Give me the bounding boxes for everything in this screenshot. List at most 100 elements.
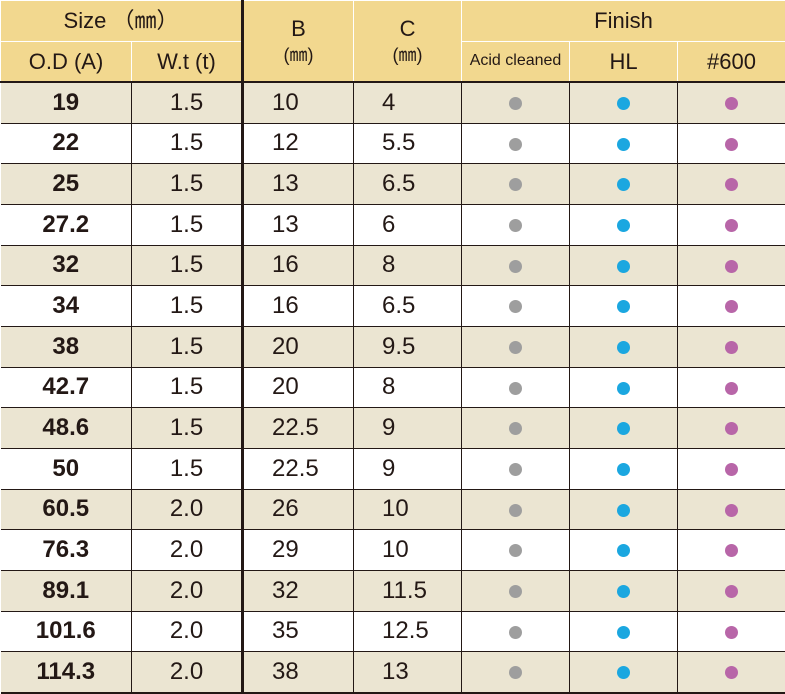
b-cell: 20 xyxy=(242,326,355,368)
wt-cell: 2.0 xyxy=(131,611,245,653)
no600-finish-cell xyxy=(677,82,785,124)
table-row: 19 1.5 10 4 xyxy=(0,82,785,124)
c-cell: 13 xyxy=(353,651,463,694)
b-header: B (㎜) xyxy=(242,0,355,83)
od-cell: 22 xyxy=(0,123,132,165)
od-cell: 50 xyxy=(0,448,132,490)
od-header: O.D (A) xyxy=(0,41,132,83)
acid-finish-cell xyxy=(461,163,571,205)
hl-available-dot-icon xyxy=(617,584,631,598)
no600-finish-cell xyxy=(677,407,785,449)
table-row: 60.5 2.0 26 10 xyxy=(0,489,785,531)
table-row: 27.2 1.5 13 6 xyxy=(0,204,785,246)
no600-available-dot-icon xyxy=(725,584,739,598)
hl-available-dot-icon xyxy=(617,178,631,192)
acid-available-dot-icon xyxy=(509,96,523,110)
hl-available-dot-icon xyxy=(617,666,631,680)
hl-available-dot-icon xyxy=(617,218,631,232)
table-row: 38 1.5 20 9.5 xyxy=(0,326,785,368)
acid-available-dot-icon xyxy=(509,259,523,273)
c-cell: 5.5 xyxy=(353,123,463,165)
od-cell: 76.3 xyxy=(0,529,132,571)
hl-available-dot-icon xyxy=(617,137,631,151)
table-header: Size （㎜） B (㎜) C (㎜) Finish O.D (A) W.t … xyxy=(0,0,785,83)
acid-available-dot-icon xyxy=(509,381,523,395)
no600-finish-cell xyxy=(677,529,785,571)
hl-finish-cell xyxy=(569,285,679,327)
table-row: 101.6 2.0 35 12.5 xyxy=(0,611,785,653)
no600-available-dot-icon xyxy=(725,381,739,395)
b-header-unit: (㎜) xyxy=(283,45,314,66)
wt-header: W.t (t) xyxy=(130,41,245,83)
od-cell: 19 xyxy=(0,82,132,124)
no600-available-dot-icon xyxy=(725,625,739,639)
b-cell: 29 xyxy=(242,529,355,571)
od-cell: 25 xyxy=(0,163,132,205)
no600-available-dot-icon xyxy=(725,340,739,354)
table-row: 76.3 2.0 29 10 xyxy=(0,529,785,571)
table-row: 114.3 2.0 38 13 xyxy=(0,651,785,694)
wt-cell: 1.5 xyxy=(131,204,245,246)
acid-available-dot-icon xyxy=(509,137,523,151)
acid-available-dot-icon xyxy=(509,462,523,476)
no600-available-dot-icon xyxy=(725,422,739,436)
acid-available-dot-icon xyxy=(509,300,523,314)
table-row: 50 1.5 22.5 9 xyxy=(0,448,785,490)
table-row: 32 1.5 16 8 xyxy=(0,245,785,287)
c-cell: 9 xyxy=(353,448,463,490)
no600-header: #600 xyxy=(677,41,785,83)
hl-finish-cell xyxy=(569,651,679,694)
hl-available-dot-icon xyxy=(617,259,631,273)
wt-cell: 1.5 xyxy=(131,82,245,124)
no600-available-dot-icon xyxy=(725,96,739,110)
no600-available-dot-icon xyxy=(725,666,739,680)
acid-finish-cell xyxy=(461,82,571,124)
hl-available-dot-icon xyxy=(617,300,631,314)
acid-available-dot-icon xyxy=(509,666,523,680)
od-cell: 38 xyxy=(0,326,132,368)
acid-finish-cell xyxy=(461,448,571,490)
table-body: 19 1.5 10 4 22 1.5 12 5.5 25 1.5 13 6.5 27.2 1.5 13 6 32… xyxy=(0,82,785,694)
hl-finish-cell xyxy=(569,570,679,612)
hl-finish-cell xyxy=(569,529,679,571)
acid-available-dot-icon xyxy=(509,218,523,232)
no600-finish-cell xyxy=(677,448,785,490)
table-row: 22 1.5 12 5.5 xyxy=(0,123,785,165)
no600-finish-cell xyxy=(677,367,785,409)
table-row: 25 1.5 13 6.5 xyxy=(0,163,785,205)
acid-finish-cell xyxy=(461,570,571,612)
table-row: 42.7 1.5 20 8 xyxy=(0,367,785,409)
hl-finish-cell xyxy=(569,448,679,490)
b-cell: 13 xyxy=(242,163,355,205)
od-cell: 48.6 xyxy=(0,407,132,449)
table-row: 48.6 1.5 22.5 9 xyxy=(0,407,785,449)
hl-available-dot-icon xyxy=(617,503,631,517)
od-cell: 60.5 xyxy=(0,489,132,531)
od-cell: 27.2 xyxy=(0,204,132,246)
hl-finish-cell xyxy=(569,407,679,449)
no600-available-dot-icon xyxy=(725,178,739,192)
no600-finish-cell xyxy=(677,204,785,246)
no600-finish-cell xyxy=(677,163,785,205)
c-cell: 9.5 xyxy=(353,326,463,368)
b-cell: 13 xyxy=(242,204,355,246)
hl-available-dot-icon xyxy=(617,381,631,395)
b-cell: 35 xyxy=(242,611,355,653)
wt-cell: 1.5 xyxy=(131,163,245,205)
c-header-label: C xyxy=(399,16,416,41)
b-cell: 10 xyxy=(242,82,355,124)
hl-finish-cell xyxy=(569,123,679,165)
b-cell: 32 xyxy=(242,570,355,612)
table-row: 89.1 2.0 32 11.5 xyxy=(0,570,785,612)
acid-available-dot-icon xyxy=(509,422,523,436)
finish-header: Finish xyxy=(461,0,785,42)
b-cell: 16 xyxy=(242,285,355,327)
b-cell: 38 xyxy=(242,651,355,694)
no600-available-dot-icon xyxy=(725,218,739,232)
c-cell: 6.5 xyxy=(353,163,463,205)
acid-available-dot-icon xyxy=(509,544,523,558)
wt-cell: 2.0 xyxy=(131,651,245,694)
acid-available-dot-icon xyxy=(509,340,523,354)
hl-finish-cell xyxy=(569,245,679,287)
acid-finish-cell xyxy=(461,529,571,571)
